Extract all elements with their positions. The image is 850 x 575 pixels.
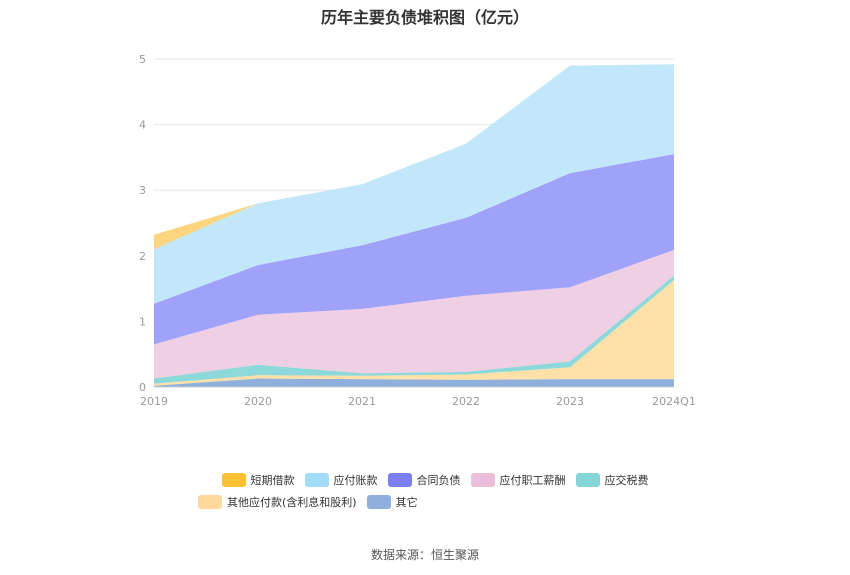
y-axis: 0 1 2 3 4 5 <box>139 53 146 394</box>
legend-item[interactable]: 应交税费 <box>575 472 649 488</box>
legend-item[interactable]: 其他应付款(含利息和股利) <box>198 494 357 510</box>
legend-item[interactable]: 短期借款 <box>221 472 295 488</box>
legend-swatch <box>575 473 600 487</box>
x-tick-label: 2020 <box>244 395 272 408</box>
y-tick-label: 2 <box>139 250 146 263</box>
legend-label: 其它 <box>395 496 418 509</box>
x-tick-label: 2024Q1 <box>652 395 696 408</box>
legend-item[interactable]: 应付账款 <box>304 472 378 488</box>
x-tick-label: 2022 <box>452 395 480 408</box>
legend-row-2: 其他应付款(含利息和股利) 其它 <box>0 494 850 510</box>
y-tick-label: 4 <box>139 119 146 132</box>
area-series-0 <box>154 378 674 387</box>
legend-label: 短期借款 <box>250 474 295 487</box>
chart-title: 历年主要负债堆积图（亿元） <box>320 8 529 27</box>
legend-swatch <box>304 473 329 487</box>
x-tick-label: 2023 <box>556 395 584 408</box>
area-series-2 <box>154 275 674 384</box>
legend-row-1: 短期借款 应付账款 合同负债 应付职工薪酬 应交税费 <box>0 472 850 488</box>
legend: 短期借款 应付账款 合同负债 应付职工薪酬 应交税费 其他应付款(含利息和股利) 其它 <box>0 472 850 516</box>
y-tick-label: 5 <box>139 53 146 66</box>
x-axis: 2019 2020 2021 2022 2023 2024Q1 <box>140 386 696 408</box>
y-tick-label: 3 <box>139 184 146 197</box>
legend-label: 应交税费 <box>604 474 649 487</box>
x-tick-label: 2019 <box>140 395 168 408</box>
legend-label: 应付职工薪酬 <box>499 474 566 487</box>
area-series-3 <box>154 249 674 379</box>
legend-item[interactable]: 应付职工薪酬 <box>470 472 566 488</box>
legend-item[interactable]: 其它 <box>366 494 418 510</box>
data-source: 数据来源：恒生聚源 <box>370 548 479 562</box>
stacked-area-chart: 2019 2020 2021 2022 2023 2024Q1 0 1 2 3 4 5 <box>139 53 696 408</box>
area-series-1 <box>154 280 674 386</box>
area-series <box>154 64 674 387</box>
x-tick-label: 2021 <box>348 395 376 408</box>
legend-label: 其他应付款(含利息和股利) <box>227 496 357 509</box>
legend-swatch <box>198 495 222 509</box>
legend-label: 应付账款 <box>333 474 378 487</box>
area-series-4 <box>154 154 674 345</box>
legend-swatch <box>366 495 391 509</box>
area-series-5 <box>154 64 674 304</box>
legend-swatch <box>470 473 495 487</box>
y-tick-label: 1 <box>139 315 146 328</box>
legend-label: 合同负债 <box>416 474 461 487</box>
legend-swatch <box>221 473 246 487</box>
y-tick-label: 0 <box>139 381 146 394</box>
legend-swatch <box>387 473 412 487</box>
legend-item[interactable]: 合同负债 <box>387 472 461 488</box>
